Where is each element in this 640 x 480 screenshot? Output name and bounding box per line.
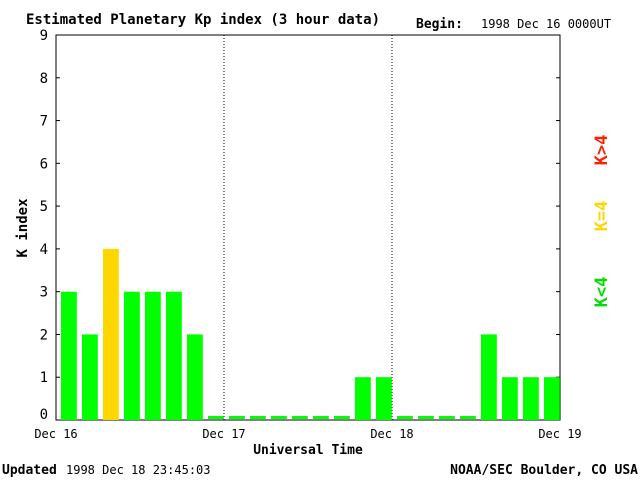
footer-credit: NOAA/SEC Boulder, CO USA — [450, 463, 638, 478]
y-axis-label: K index — [15, 198, 31, 258]
x-tick-label: Dec 16 — [34, 427, 77, 441]
legend-low: K<4 — [592, 277, 612, 308]
kp-bar — [250, 416, 266, 419]
kp-bar — [124, 291, 140, 420]
kp-bar — [271, 416, 287, 419]
y-tick-label: 0 — [40, 407, 48, 423]
x-tick-label: Dec 17 — [202, 427, 245, 441]
y-tick-label: 4 — [40, 242, 48, 258]
kp-bar — [103, 248, 119, 420]
kp-bar — [313, 416, 329, 419]
kp-bar — [229, 416, 245, 419]
y-tick-label: 5 — [40, 199, 48, 215]
legend-high: K>4 — [592, 135, 612, 166]
kp-bar — [292, 416, 308, 419]
y-tick-label: 7 — [40, 114, 48, 130]
kp-bar — [418, 416, 434, 419]
kp-bar — [166, 291, 182, 420]
y-tick-label: 8 — [40, 71, 48, 87]
begin-value: 1998 Dec 16 0000UT — [481, 17, 611, 31]
kp-bar — [208, 416, 224, 419]
plot-frame — [55, 34, 561, 421]
y-tick-label: 3 — [40, 285, 48, 301]
kp-bar — [460, 416, 476, 419]
kp-bar — [523, 377, 539, 420]
kp-bar — [481, 334, 497, 420]
kp-bar — [334, 416, 350, 419]
kp-bar — [502, 377, 518, 420]
y-tick-label: 1 — [40, 370, 48, 386]
y-tick-label: 9 — [40, 28, 48, 44]
kp-bar — [439, 416, 455, 419]
y-tick-label: 2 — [40, 327, 48, 343]
kp-bar — [187, 334, 203, 420]
kp-bar — [82, 334, 98, 420]
kp-bar — [61, 291, 77, 420]
y-tick-label: 6 — [40, 156, 48, 172]
begin-label: Begin: — [416, 17, 463, 32]
kp-bar — [544, 377, 560, 420]
x-tick-label: Dec 18 — [370, 427, 413, 441]
x-tick-label: Dec 19 — [538, 427, 581, 441]
kp-bar — [355, 377, 371, 420]
legend-mid: K=4 — [592, 201, 612, 232]
kp-bar — [397, 416, 413, 419]
kp-bar — [145, 291, 161, 420]
x-axis-label: Universal Time — [253, 443, 363, 458]
y-axis: 0 1 2 3 4 5 6 7 8 9 — [40, 28, 560, 423]
updated-value: 1998 Dec 18 23:45:03 — [66, 463, 211, 477]
kp-bar — [376, 377, 392, 420]
x-axis: Dec 16 Dec 17 Dec 18 Dec 19 — [34, 427, 581, 441]
bars — [61, 248, 560, 420]
updated-label: Updated — [2, 463, 57, 478]
chart-title: Estimated Planetary Kp index (3 hour dat… — [26, 12, 380, 28]
